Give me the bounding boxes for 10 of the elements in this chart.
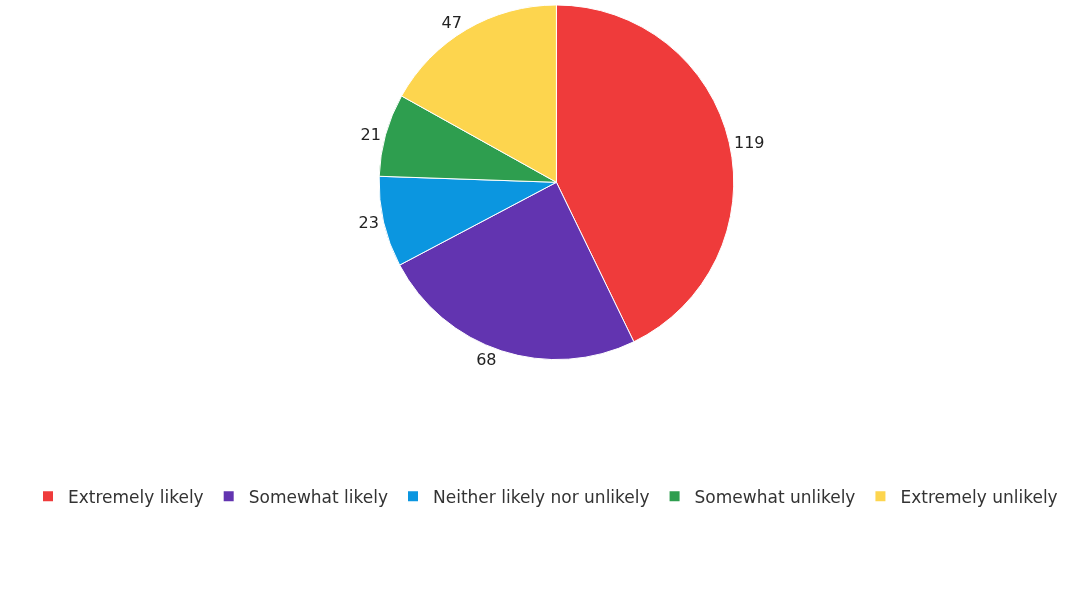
- data-label: 68: [476, 349, 497, 369]
- legend-label: Somewhat likely: [248, 486, 388, 507]
- legend-label: Somewhat unlikely: [694, 486, 856, 507]
- data-label: 23: [358, 213, 379, 232]
- legend-label: Extremely likely: [68, 486, 204, 507]
- legend-label: Extremely unlikely: [900, 486, 1058, 507]
- data-label: 119: [733, 132, 765, 152]
- legend-label: Neither likely nor unlikely: [433, 486, 650, 507]
- data-label: 21: [360, 124, 381, 144]
- data-label: 47: [441, 12, 462, 32]
